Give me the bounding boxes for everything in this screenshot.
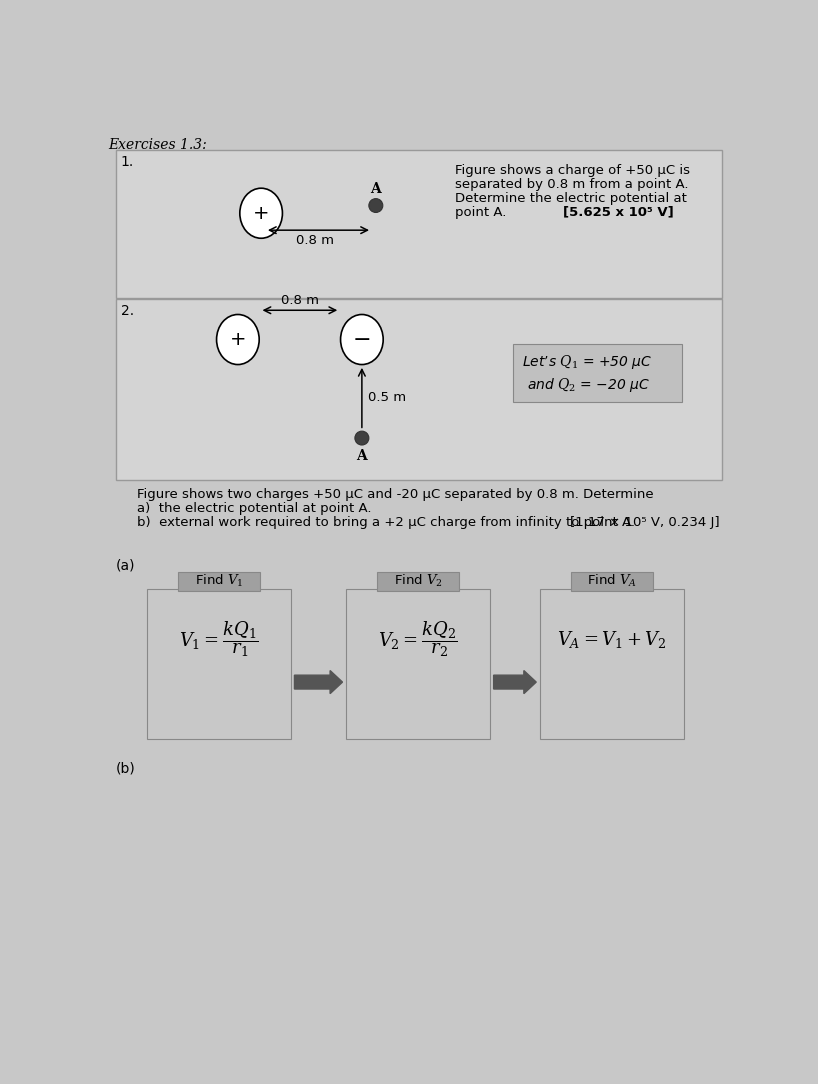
Text: +: + bbox=[230, 330, 246, 349]
Text: Find $V_A$: Find $V_A$ bbox=[587, 573, 637, 590]
Ellipse shape bbox=[217, 314, 259, 364]
Text: $V_2 = \dfrac{kQ_2}{r_2}$: $V_2 = \dfrac{kQ_2}{r_2}$ bbox=[378, 619, 458, 659]
Text: (a): (a) bbox=[116, 558, 136, 572]
Text: point A.: point A. bbox=[455, 206, 506, 219]
Text: Figure shows two charges +50 μC and -20 μC separated by 0.8 m. Determine: Figure shows two charges +50 μC and -20 … bbox=[137, 488, 654, 501]
Circle shape bbox=[369, 198, 383, 212]
Text: A: A bbox=[371, 182, 381, 196]
Text: −: − bbox=[353, 330, 371, 349]
Bar bbox=[513, 344, 682, 402]
Text: Find $V_2$: Find $V_2$ bbox=[393, 573, 443, 590]
Text: +: + bbox=[253, 204, 269, 222]
Bar bbox=[377, 572, 459, 591]
Circle shape bbox=[355, 431, 369, 446]
Bar bbox=[116, 299, 722, 480]
Text: Exercises 1.3:: Exercises 1.3: bbox=[109, 138, 207, 152]
Bar bbox=[116, 150, 722, 298]
Ellipse shape bbox=[340, 314, 383, 364]
Text: Determine the electric potential at: Determine the electric potential at bbox=[455, 192, 687, 205]
Bar bbox=[571, 572, 653, 591]
Text: a)  the electric potential at point A.: a) the electric potential at point A. bbox=[137, 502, 371, 515]
Text: 0.5 m: 0.5 m bbox=[368, 391, 407, 404]
Text: (b): (b) bbox=[116, 761, 136, 775]
Text: 0.8 m: 0.8 m bbox=[281, 294, 319, 307]
Text: $V_1 = \dfrac{kQ_1}{r_1}$: $V_1 = \dfrac{kQ_1}{r_1}$ bbox=[179, 619, 258, 659]
Bar bbox=[346, 589, 490, 739]
Text: A: A bbox=[357, 449, 367, 463]
Text: 1.: 1. bbox=[121, 155, 134, 169]
Text: Find $V_1$: Find $V_1$ bbox=[195, 573, 243, 590]
Text: $V_A = V_1 + V_2$: $V_A = V_1 + V_2$ bbox=[557, 629, 667, 649]
Text: b)  external work required to bring a +2 μC charge from infinity to point A.: b) external work required to bring a +2 … bbox=[137, 516, 635, 529]
Bar bbox=[540, 589, 684, 739]
FancyArrow shape bbox=[493, 671, 537, 694]
Text: separated by 0.8 m from a point A.: separated by 0.8 m from a point A. bbox=[455, 178, 689, 191]
Text: and $Q_2$ = −20 μC: and $Q_2$ = −20 μC bbox=[527, 376, 650, 395]
Ellipse shape bbox=[240, 189, 282, 238]
Text: [1.17 × 10⁵ V, 0.234 J]: [1.17 × 10⁵ V, 0.234 J] bbox=[569, 516, 719, 529]
Text: [5.625 x 10⁵ V]: [5.625 x 10⁵ V] bbox=[564, 206, 674, 219]
FancyArrow shape bbox=[294, 671, 343, 694]
Text: Let’s $Q_1$ = +50 μC: Let’s $Q_1$ = +50 μC bbox=[523, 353, 653, 372]
Bar bbox=[147, 589, 290, 739]
Bar bbox=[178, 572, 259, 591]
Text: 2.: 2. bbox=[121, 305, 134, 318]
Text: 0.8 m: 0.8 m bbox=[295, 234, 334, 247]
Text: Figure shows a charge of +50 μC is: Figure shows a charge of +50 μC is bbox=[455, 164, 690, 177]
